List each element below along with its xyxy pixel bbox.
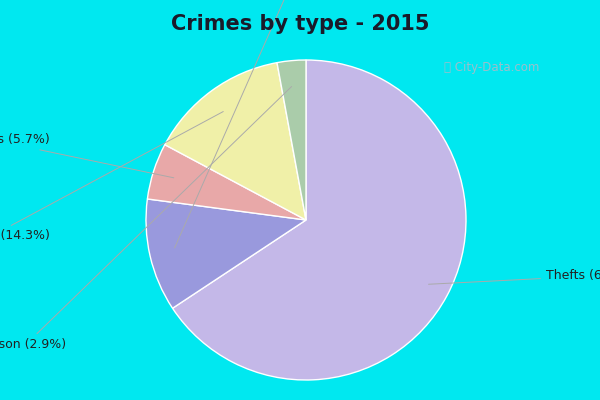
Text: Arson (2.9%): Arson (2.9%) bbox=[0, 86, 292, 351]
Wedge shape bbox=[165, 63, 306, 220]
Wedge shape bbox=[146, 199, 306, 308]
Text: Crimes by type - 2015: Crimes by type - 2015 bbox=[171, 14, 429, 34]
Wedge shape bbox=[173, 60, 466, 380]
Wedge shape bbox=[148, 145, 306, 220]
Text: Assaults (11.4%): Assaults (11.4%) bbox=[175, 0, 343, 248]
Text: ⓘ City-Data.com: ⓘ City-Data.com bbox=[445, 62, 539, 74]
Text: Auto thefts (5.7%): Auto thefts (5.7%) bbox=[0, 134, 174, 178]
Text: Thefts (65.7%): Thefts (65.7%) bbox=[428, 270, 600, 284]
Wedge shape bbox=[277, 60, 306, 220]
Text: Burglaries (14.3%): Burglaries (14.3%) bbox=[0, 112, 223, 242]
